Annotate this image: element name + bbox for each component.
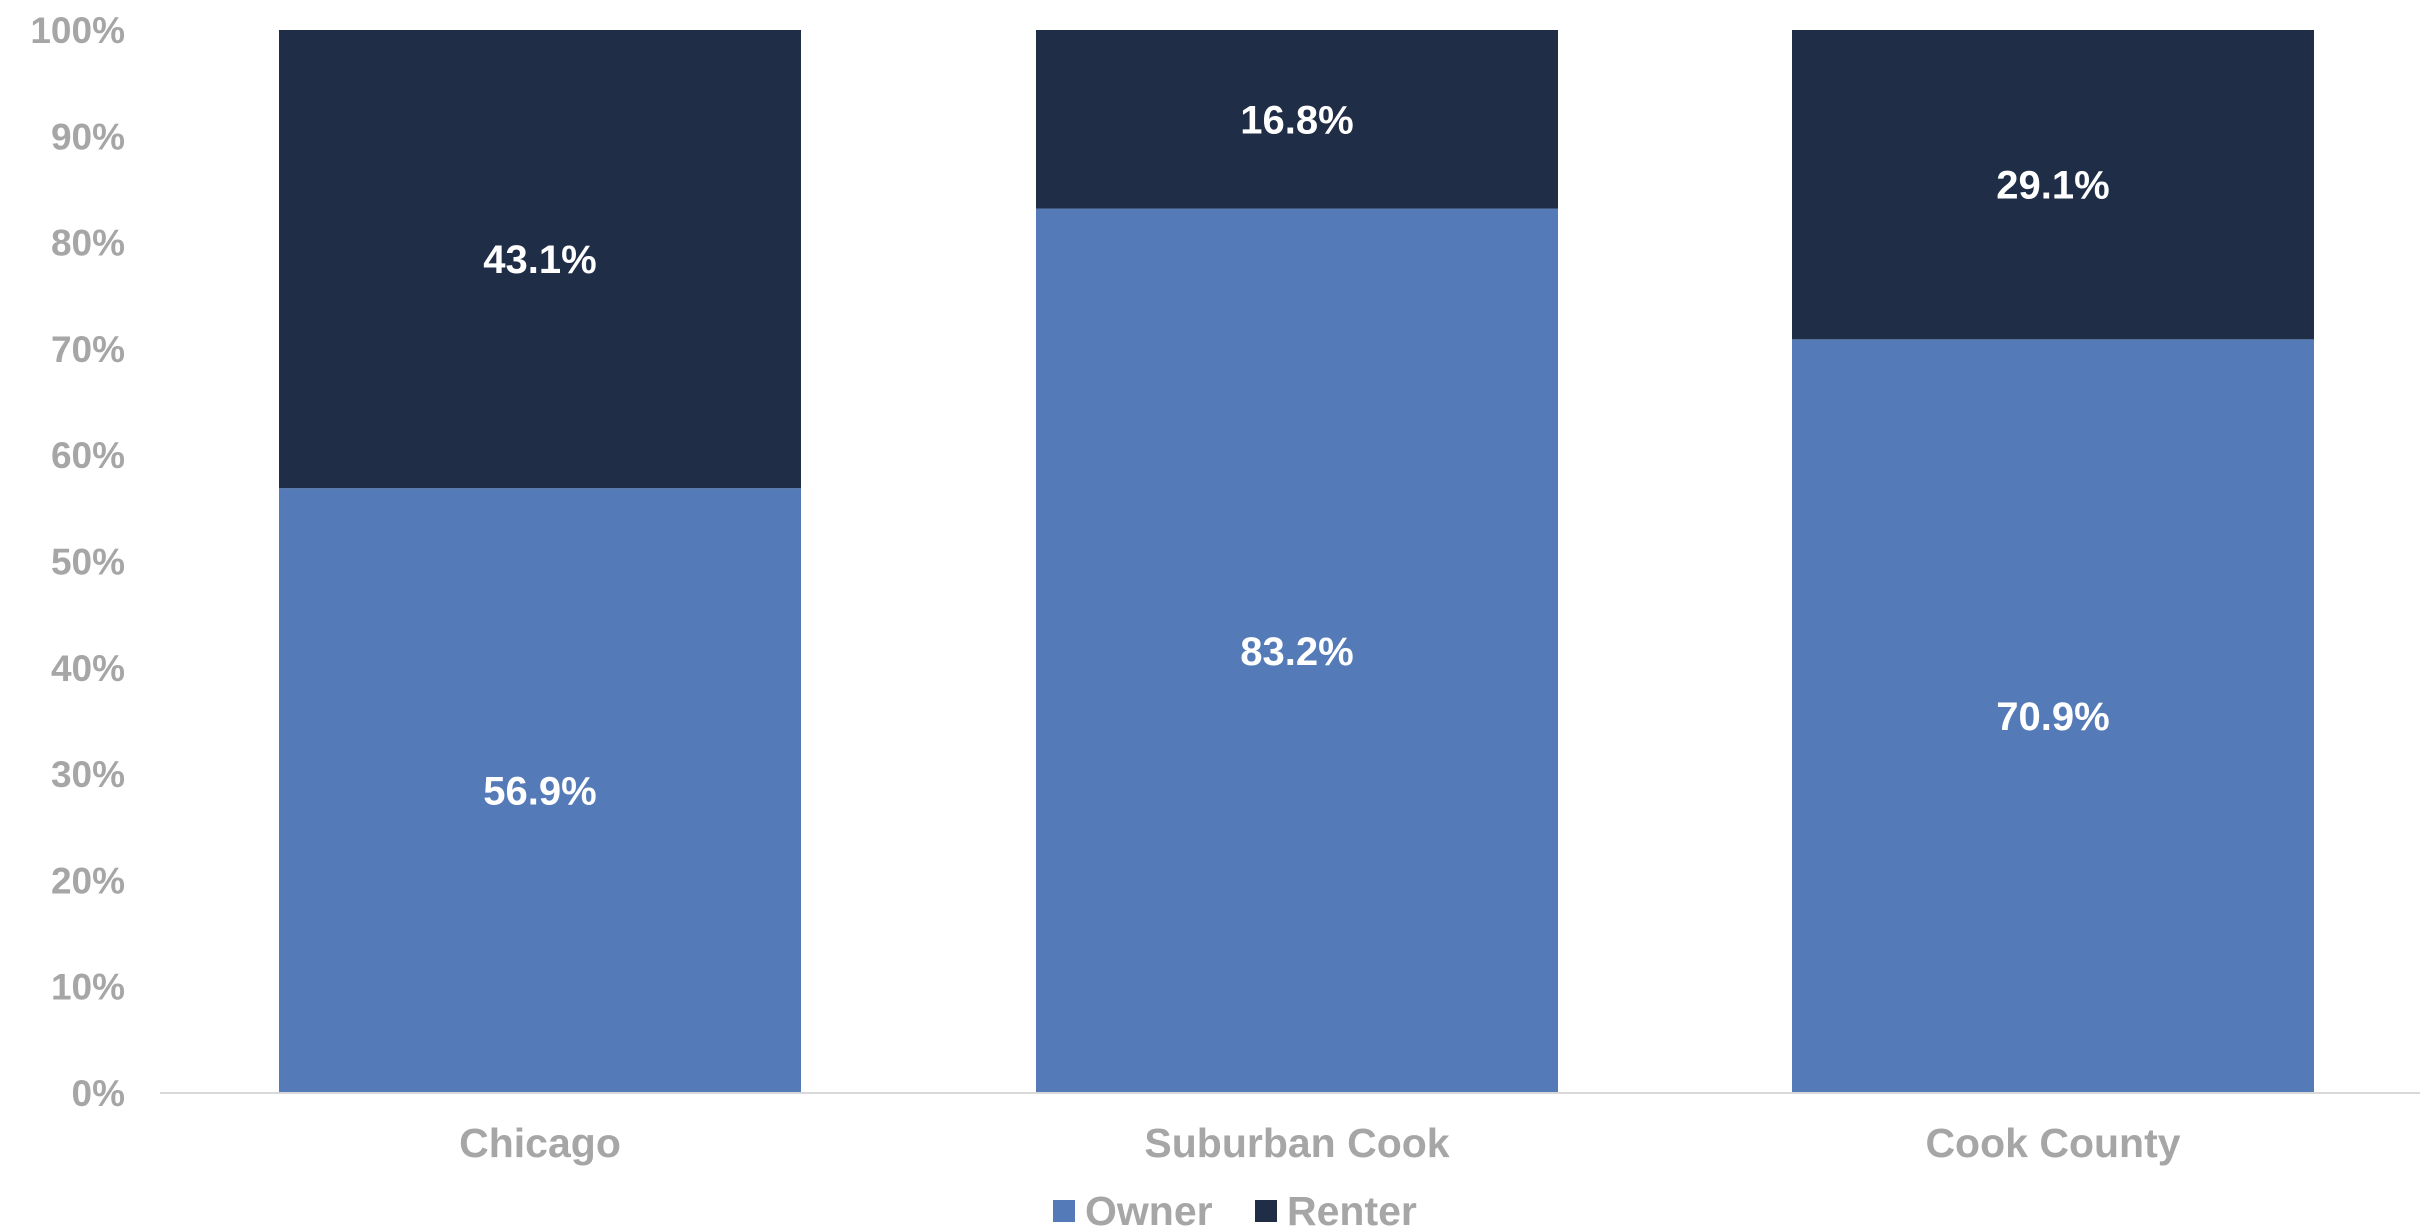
y-tick-label: 60% <box>51 435 125 476</box>
y-tick-label: 30% <box>51 754 125 795</box>
data-label: 70.9% <box>1996 695 2109 739</box>
data-label: 83.2% <box>1240 630 1353 674</box>
bar-segment-owner <box>279 488 801 1093</box>
bar-segment-owner <box>1036 208 1558 1094</box>
data-label: 16.8% <box>1240 98 1353 142</box>
legend-swatch-renter <box>1255 1200 1277 1222</box>
y-axis: 0% 10% 20% 30% 40% 50% 60% 70% 80% 90% 100% <box>30 10 125 1114</box>
x-axis: Chicago Suburban Cook Cook County <box>459 1120 2181 1166</box>
y-tick-label: 20% <box>51 860 125 901</box>
data-label: 56.9% <box>483 770 596 814</box>
y-tick-label: 90% <box>51 116 125 157</box>
legend-label: Owner <box>1085 1188 1213 1232</box>
legend: Owner Renter <box>1053 1188 1417 1232</box>
data-label: 29.1% <box>1996 164 2109 208</box>
y-tick-label: 70% <box>51 329 125 370</box>
y-tick-label: 0% <box>72 1073 125 1114</box>
bars-group: 56.9% 43.1% 83.2% 16.8% 70.9% 29.1% <box>279 30 2314 1094</box>
bar-segment-renter <box>279 30 801 489</box>
x-category-label: Cook County <box>1925 1120 2180 1166</box>
bar-segment-renter <box>1792 30 2314 340</box>
bar-segment-renter <box>1036 30 1558 209</box>
y-tick-label: 40% <box>51 648 125 689</box>
legend-swatch-owner <box>1053 1200 1075 1222</box>
y-tick-label: 100% <box>30 10 125 51</box>
legend-label: Renter <box>1287 1188 1417 1232</box>
y-tick-label: 10% <box>51 967 125 1008</box>
data-label: 43.1% <box>483 238 596 282</box>
y-tick-label: 80% <box>51 223 125 264</box>
bar-segment-owner <box>1792 339 2314 1093</box>
x-category-label: Suburban Cook <box>1144 1120 1449 1166</box>
x-category-label: Chicago <box>459 1120 621 1166</box>
y-tick-label: 50% <box>51 542 125 583</box>
